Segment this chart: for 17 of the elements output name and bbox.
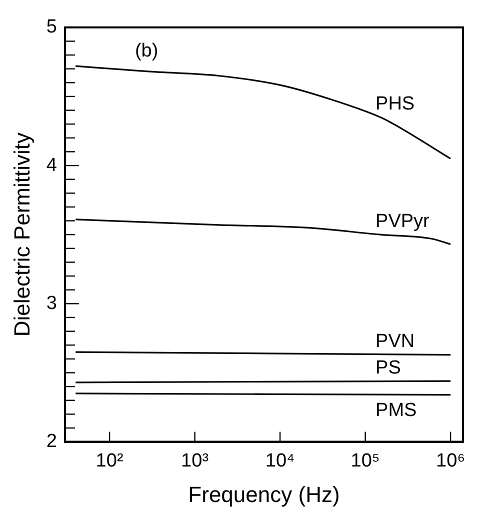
y-axis-title: Dielectric Permittivity: [9, 132, 34, 337]
series-label: PMS: [376, 400, 417, 422]
y-tick-label: 5: [46, 16, 57, 38]
x-axis-title: Frequency (Hz): [188, 482, 340, 507]
series-label: PVPyr: [376, 210, 430, 232]
y-tick-label: 2: [46, 431, 57, 452]
x-tick-label: 10⁵: [350, 450, 380, 472]
annotation: (b): [134, 40, 158, 62]
series-label: PVN: [376, 331, 415, 352]
x-tick-label: 10⁴: [265, 450, 295, 472]
y-tick-label: 3: [46, 292, 57, 314]
series-label: PS: [376, 357, 401, 378]
series-label: PHS: [376, 93, 415, 114]
x-tick-label: 10²: [96, 450, 124, 472]
x-tick-label: 10⁶: [436, 450, 466, 472]
y-tick-label: 4: [46, 154, 58, 176]
x-tick-label: 10³: [181, 450, 209, 472]
